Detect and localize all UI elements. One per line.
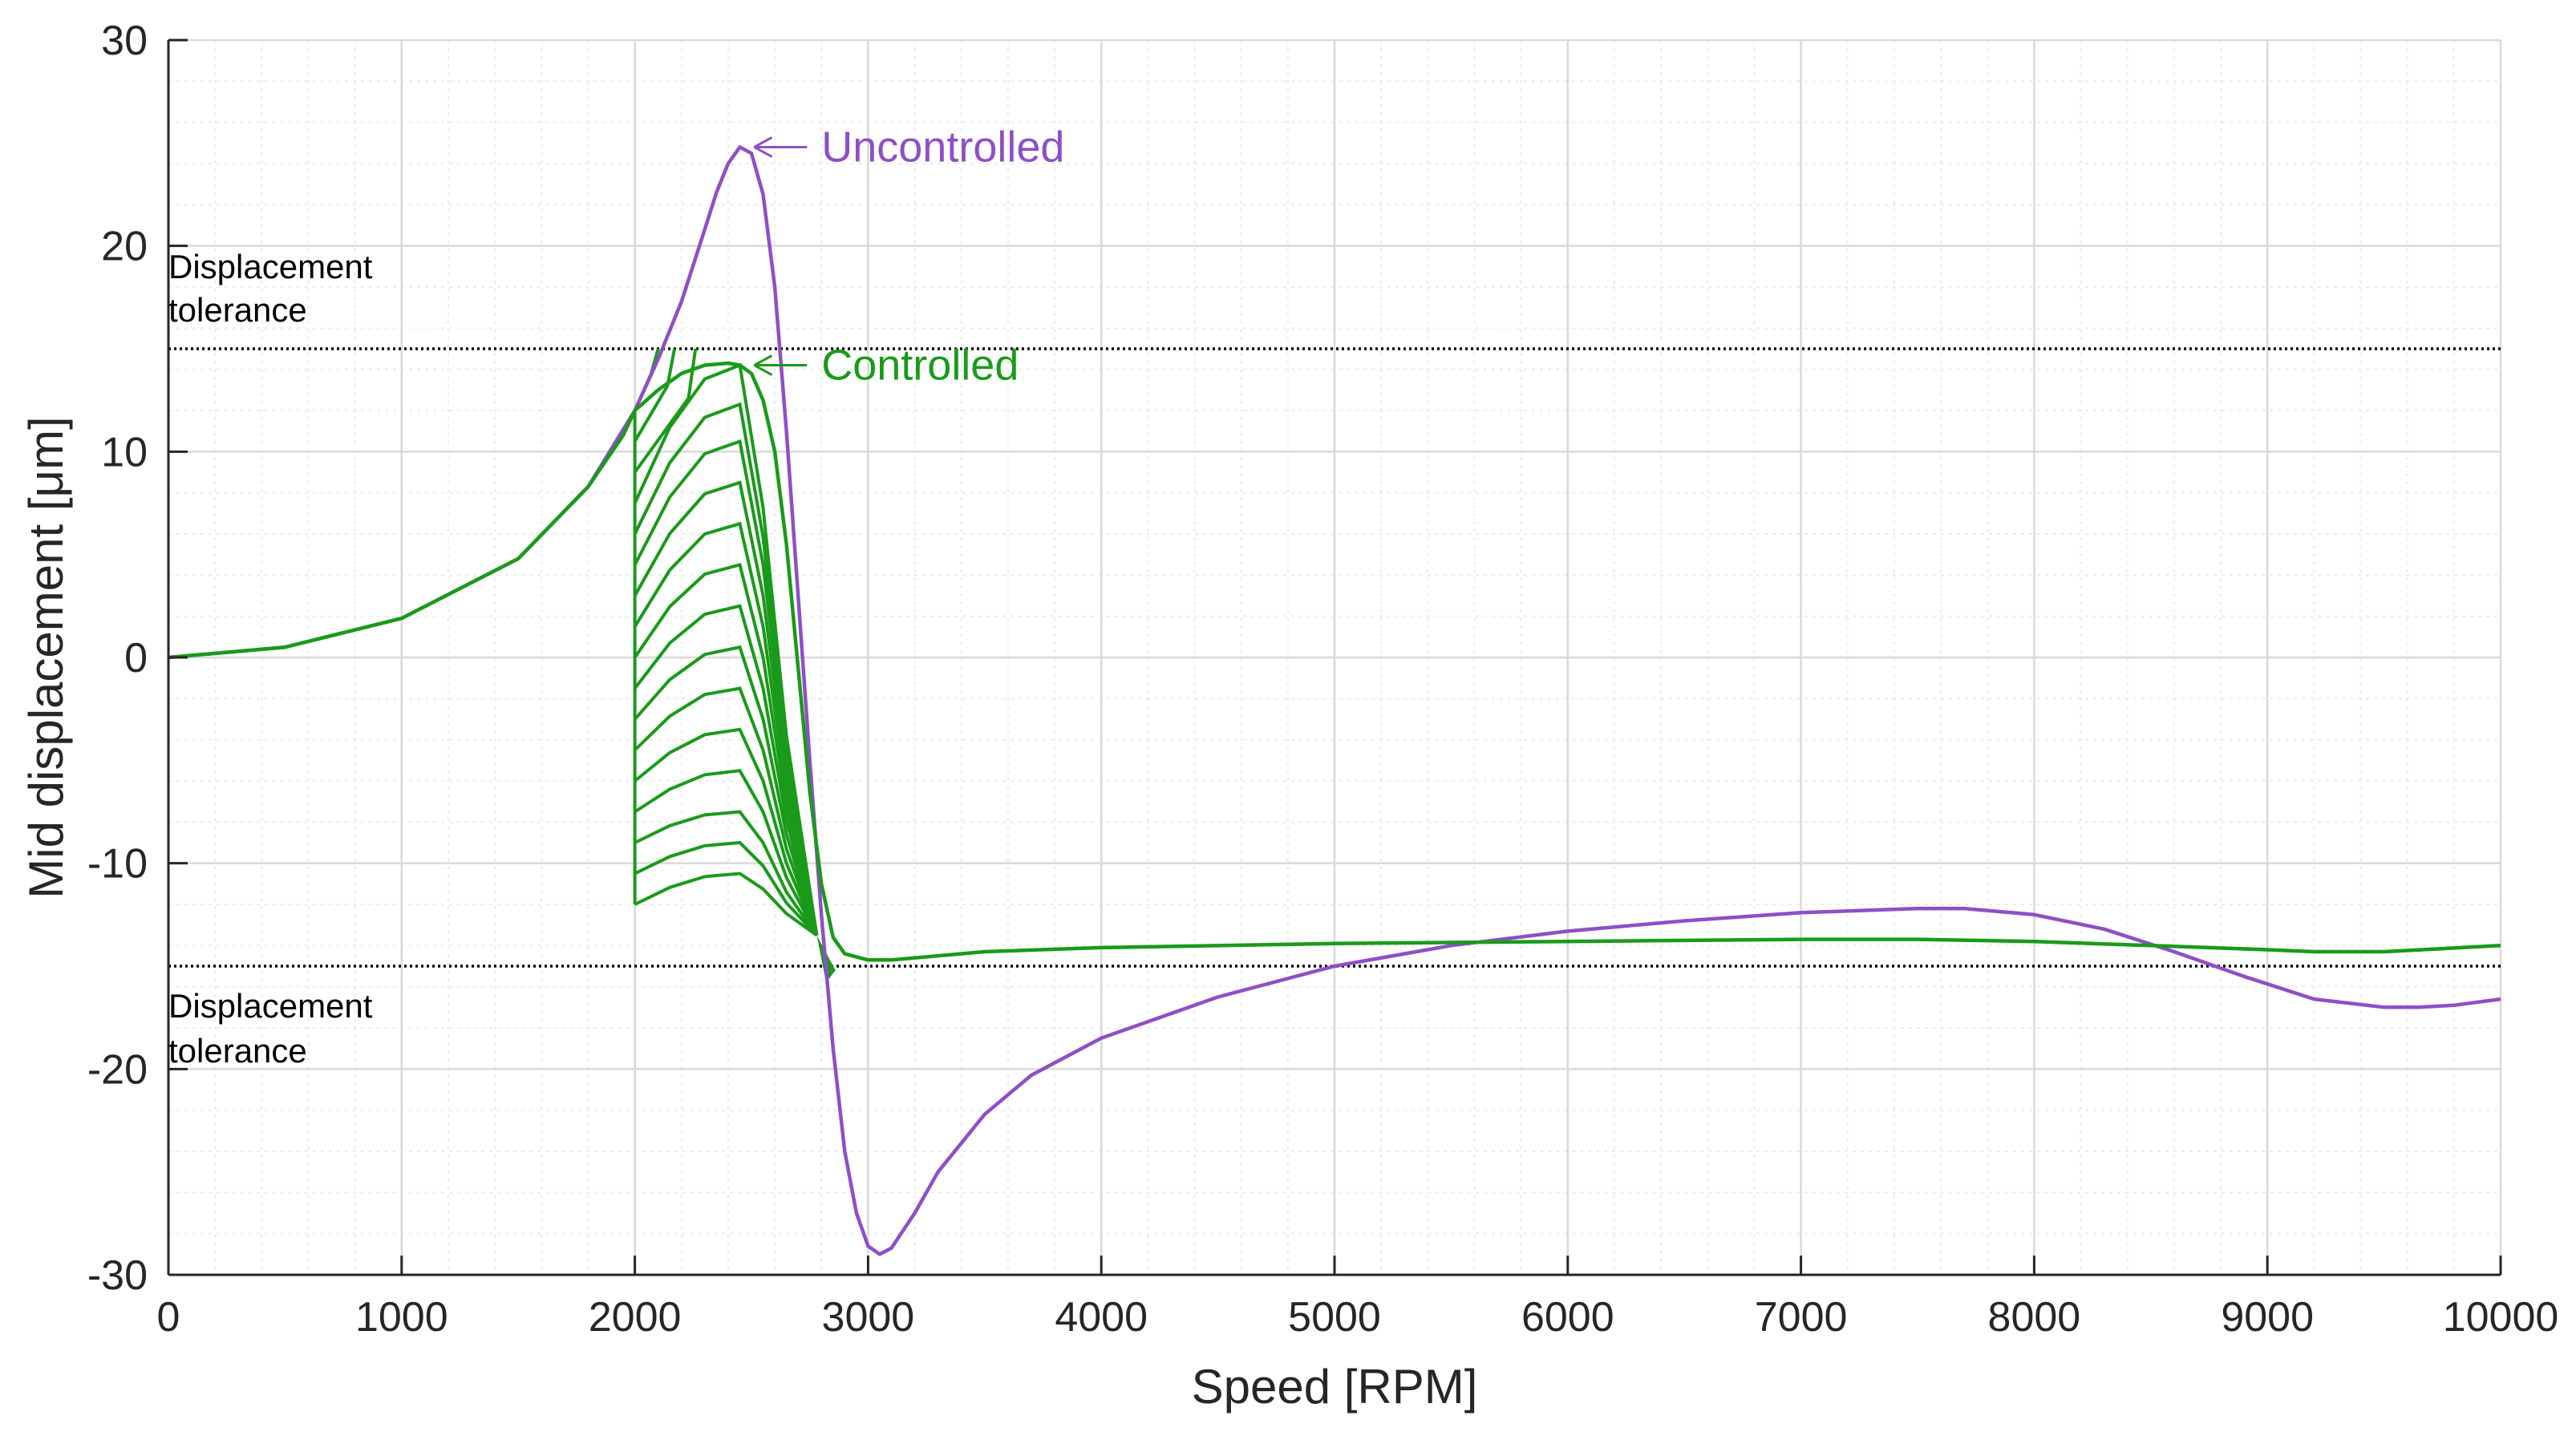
series-layer: [168, 145, 2501, 1256]
controlled-family-curve: [634, 686, 819, 936]
x-tick-label: 8000: [1988, 1294, 2081, 1341]
controlled-family-curve: [633, 439, 819, 936]
y-axis-label: Mid displacement [μm]: [19, 416, 73, 898]
x-tick-label: 9000: [2221, 1294, 2314, 1341]
x-tick-label: 2000: [589, 1294, 682, 1341]
x-axis-label: Speed [RPM]: [1192, 1360, 1478, 1414]
series-line-controlled: [168, 361, 2501, 962]
controlled-family-curve: [634, 840, 818, 936]
major-grid: [167, 38, 2502, 1276]
tolerance-label: tolerance: [168, 291, 307, 329]
x-tick-label: 1000: [355, 1294, 448, 1341]
controlled-family-curve: [634, 645, 819, 936]
annotation-arrowhead: [753, 354, 773, 376]
annotation-label-uncontrolled: Uncontrolled: [821, 123, 1064, 171]
controlled-family-curve: [634, 872, 818, 937]
x-tick-label: 4000: [1055, 1294, 1148, 1341]
tolerance-label: Displacement: [168, 248, 373, 285]
x-tick-label: 7000: [1755, 1294, 1848, 1341]
y-tick-label: 30: [101, 18, 148, 64]
x-tick-label: 5000: [1288, 1294, 1381, 1341]
controlled-family-curve: [634, 810, 819, 936]
controlled-family-curve: [633, 348, 676, 443]
y-tick-label: -30: [87, 1252, 148, 1299]
y-tick-label: -20: [87, 1046, 148, 1093]
controlled-family-curve: [633, 480, 819, 936]
tolerance-label: tolerance: [168, 1032, 307, 1070]
controlled-family-curve: [634, 604, 819, 936]
y-tick-label: 20: [101, 224, 148, 270]
tick-labels: 0 1000 2000 3000 4000 5000 6000 7000 8000 9000 100…: [87, 18, 2558, 1341]
x-tick-label: 6000: [1521, 1294, 1614, 1341]
x-tick-label: 10000: [2443, 1294, 2559, 1341]
y-tick-label: 0: [124, 635, 148, 682]
y-tick-label: 10: [101, 429, 148, 475]
series-line-uncontrolled: [168, 145, 2501, 1256]
x-tick-label: 0: [157, 1294, 180, 1341]
controlled-family-curve: [634, 769, 819, 936]
y-tick-label: -10: [87, 841, 148, 888]
x-tick-label: 3000: [822, 1294, 915, 1341]
annotation-layer: Uncontrolled Controlled: [753, 123, 1064, 390]
controlled-family-curve: [633, 521, 819, 936]
axes-layer: [167, 38, 2502, 1276]
controlled-family-curve: [634, 727, 819, 936]
annotation-arrowhead: [753, 136, 773, 158]
tolerance-lines: Displacement tolerance Displacement toleran…: [168, 248, 2501, 1070]
controlled-family-curve: [633, 563, 819, 936]
tolerance-label: Displacement: [168, 987, 373, 1025]
annotation-label-controlled: Controlled: [821, 342, 1019, 390]
controlled-family-curve: [633, 348, 698, 474]
